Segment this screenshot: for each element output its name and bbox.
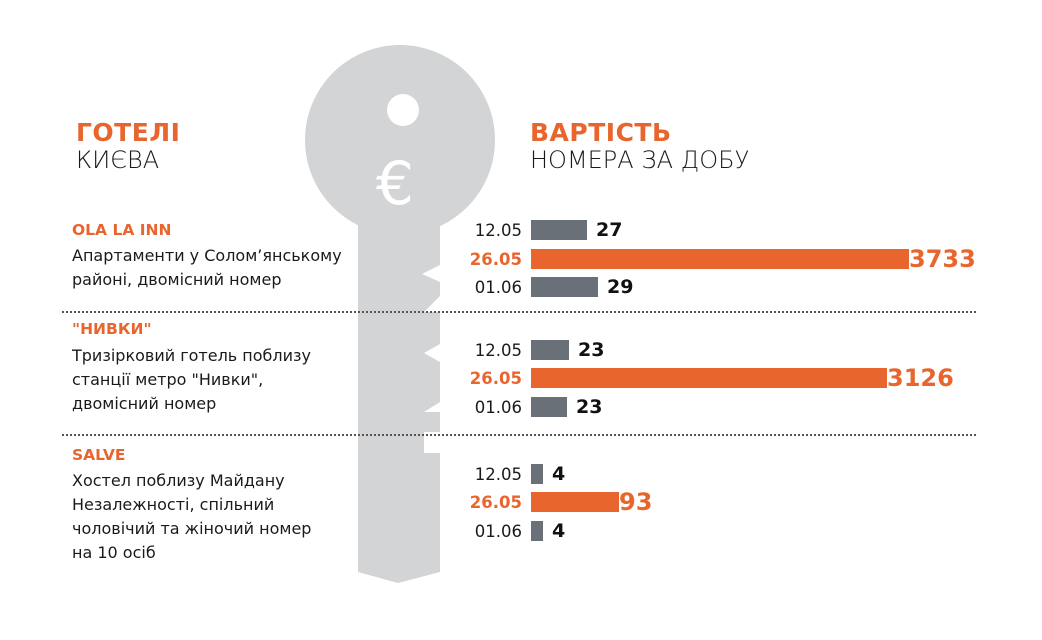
hotel-name: "НИВКИ" [72,320,152,338]
bar-row: 12.05 23 [474,339,605,361]
bar-row: 12.05 27 [474,219,623,241]
left-subtitle: КИЄВА [76,146,160,174]
right-subtitle: НОМЕРА ЗА ДОБУ [530,146,750,174]
bar-row-highlight: 26.05 3733 [469,245,976,273]
hotel-description: Хостел поблизу Майдану Незалежності, спі… [72,471,312,562]
bar-row: 01.06 29 [474,276,634,298]
hotel-name: SALVE [72,446,126,464]
hotel-name: OLA LA INN [72,221,172,239]
hotel-description: Апартаменти у Солом’янському районі, дво… [72,246,342,289]
hotel-description: Тризірковий готель поблизу станції метро… [72,346,312,413]
divider [62,311,976,313]
bar-row: 12.05 4 [474,463,566,485]
bar-row-highlight: 26.05 93 [469,488,653,516]
left-title: ГОТЕЛІ [76,118,181,147]
bar-row: 01.06 23 [474,396,603,418]
right-title: ВАРТІСТЬ [530,118,672,147]
bar-row: 01.06 4 [474,520,566,542]
euro-icon: € [376,149,414,219]
bar-row-highlight: 26.05 3126 [469,364,954,392]
divider [62,434,976,436]
